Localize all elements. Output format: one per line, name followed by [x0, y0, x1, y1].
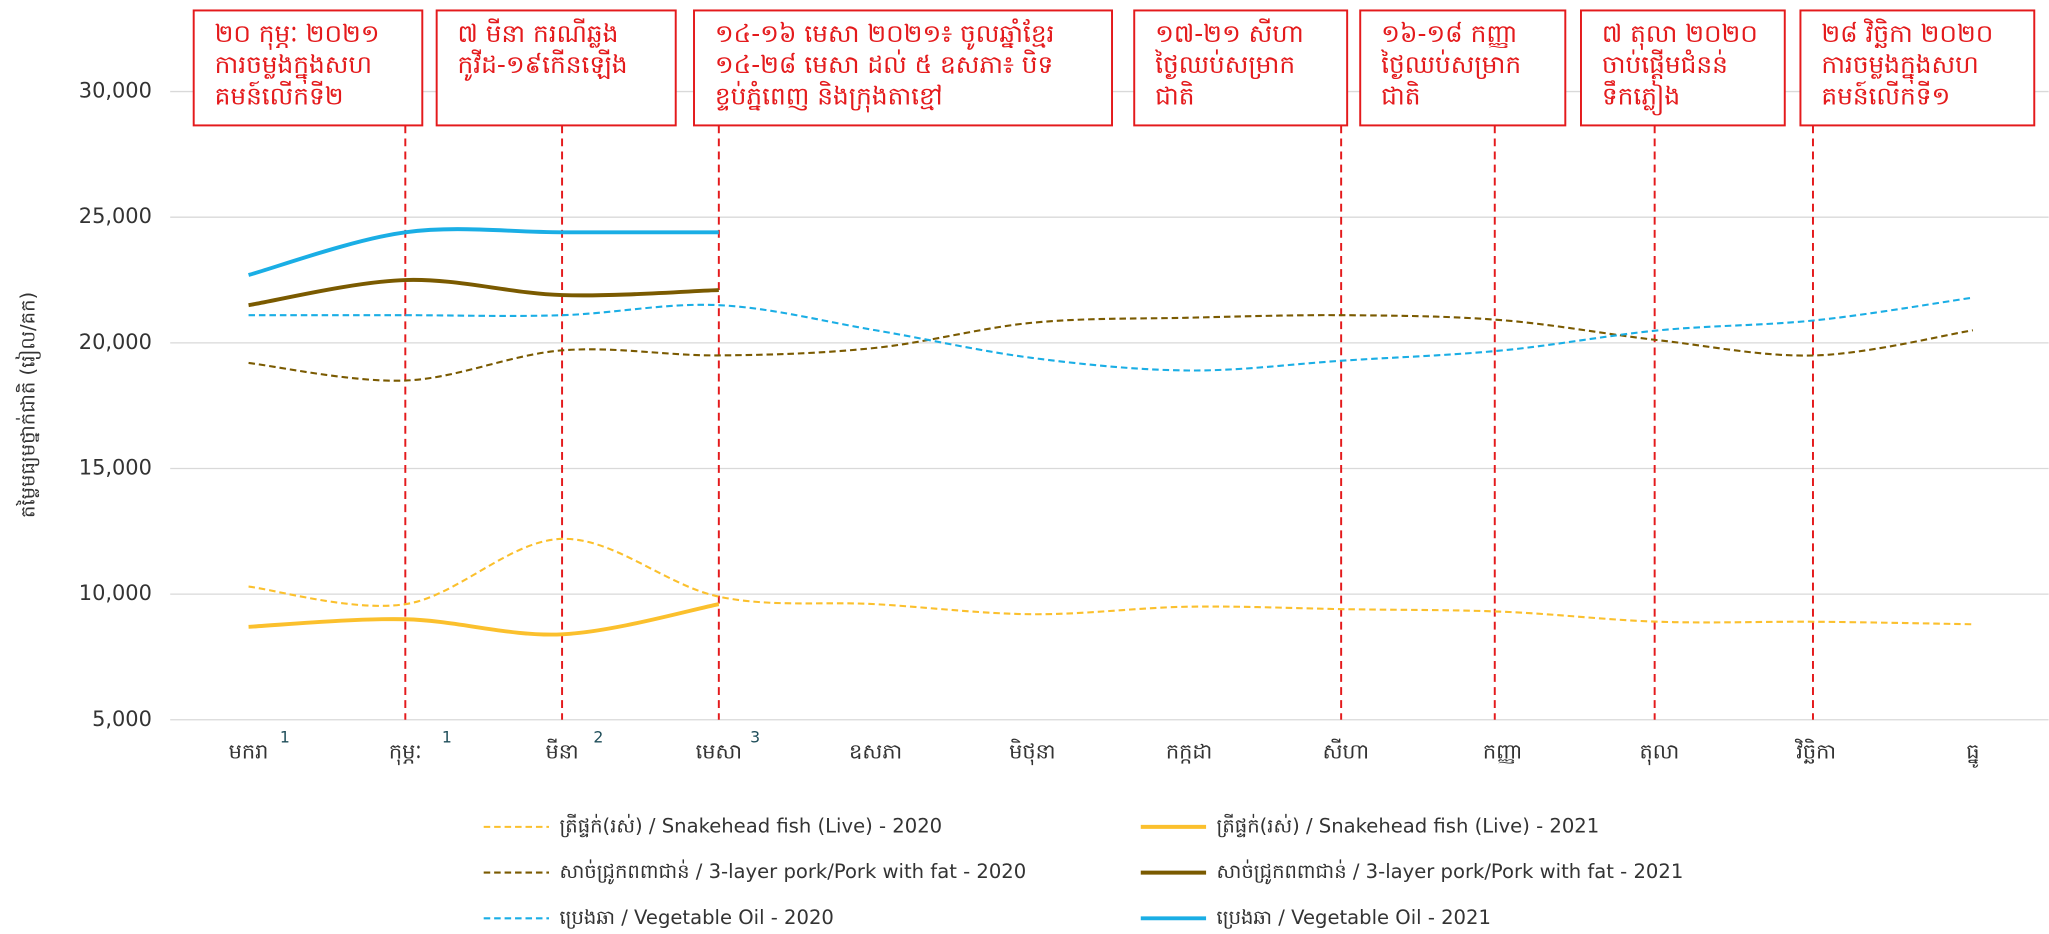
y-tick-label: 20,000 — [79, 330, 152, 354]
annotation-box — [1799, 9, 2036, 127]
x-tick-label: មិថុនា — [1009, 738, 1055, 765]
category-note: 1 — [280, 728, 290, 747]
series-line — [248, 296, 1974, 372]
annotation-text: ២៨ វិច្ឆិកា ២០២០ — [1821, 18, 1993, 49]
x-tick-label: ឧសភា — [849, 739, 902, 763]
category-note: 3 — [750, 728, 760, 747]
annotation-box — [435, 9, 677, 127]
legend-label: សាច់ជ្រូកពពាជាន់ / 3-layer pork/Pork wit… — [1217, 859, 1684, 885]
legend-label: ប្រេងឆា / Vegetable Oil - 2020 — [559, 906, 833, 929]
annotation-text: ២០ កុម្ភៈ ២០២១ — [215, 19, 380, 50]
annotation-box — [693, 9, 1114, 127]
series-line — [248, 314, 1974, 382]
annotation-text: ១៦-១៨ កញ្ញា — [1381, 19, 1517, 49]
annotation-text: ជាតិ — [1155, 81, 1194, 111]
annotation-text: គមន៍លើកទី១ — [1821, 81, 1950, 111]
annotation-text: ការចម្លងក្នុងសហ — [1821, 50, 1978, 84]
annotation-text: ថ្ងៃឈប់សម្រាក — [1154, 49, 1295, 80]
x-tick-label: សីហា — [1323, 738, 1369, 763]
legend-label: ត្រីផ្ទក់(រស់) / Snakehead fish (Live) -… — [1217, 813, 1600, 837]
x-tick-label: កុម្ភៈ — [389, 739, 422, 765]
series-line — [248, 602, 720, 637]
legend-label: ប្រេងឆា / Vegetable Oil - 2021 — [1217, 906, 1491, 929]
annotation-text: ចាប់ផ្តើមជំនន់ — [1602, 49, 1728, 80]
x-tick-label: កក្កដា — [1166, 739, 1212, 764]
annotation-text: គមន៍លើកទី២ — [215, 81, 344, 111]
y-tick-label: 10,000 — [79, 581, 152, 605]
legend-label: សាច់ជ្រូកពពាជាន់ / 3-layer pork/Pork wit… — [559, 859, 1026, 885]
annotation-text: ខ្ទប់ភ្នំពេញ និងក្រុងតាខ្មៅ — [715, 81, 943, 113]
annotation-text: ៧ មីនា ករណីឆ្លង — [458, 18, 619, 48]
annotation-box — [1133, 9, 1349, 127]
annotation-text: ១៤-២៨ មេសា ដល់ ៥ ឧសភា៖ បិទ — [715, 49, 1053, 79]
y-tick-label: 30,000 — [79, 79, 152, 103]
x-tick-label: វិច្ឆិកា — [1795, 738, 1836, 764]
annotation-text: ទឹកភ្លៀង — [1602, 80, 1680, 116]
annotation-box — [1580, 9, 1786, 127]
series-line — [248, 227, 719, 277]
x-tick-label: មករា — [229, 739, 269, 763]
x-tick-label: តុលា — [1639, 739, 1679, 765]
annotation-text: ថ្ងៃឈប់សម្រាក — [1380, 49, 1521, 80]
annotation-text: ជាតិ — [1381, 81, 1420, 111]
annotation-text: ៧ តុលា ២០២០ — [1602, 19, 1758, 50]
annotation-box — [192, 9, 424, 127]
x-tick-label: កញ្ញា — [1483, 739, 1522, 764]
annotation-text: ១៧-២១ សីហា — [1155, 18, 1304, 48]
annotation-text: ការចម្លងក្នុងសហ — [215, 50, 372, 84]
legend-label: ត្រីផ្ទក់(រស់) / Snakehead fish (Live) -… — [559, 813, 942, 837]
y-tick-label: 25,000 — [79, 204, 152, 228]
y-tick-label: 5,000 — [92, 707, 152, 731]
x-tick-label: ធ្នូ — [1966, 739, 1979, 768]
category-note: 2 — [593, 728, 603, 747]
series-line — [248, 277, 719, 308]
annotation-box — [1359, 9, 1567, 127]
annotation-text: កូវីដ-១៩កើនឡើង — [458, 49, 628, 81]
category-note: 1 — [442, 728, 452, 747]
x-tick-label: មេសា — [696, 739, 742, 763]
y-axis-label: តម្លៃមធ្យមថ្នាក់ជាតិ (រៀល/គក) — [15, 292, 42, 518]
annotation-text: ១៤-១៦ មេសា ២០២១៖ ចូលឆ្នាំខ្មែរ — [715, 18, 1055, 50]
y-tick-label: 15,000 — [79, 455, 152, 479]
x-tick-label: មីនា — [545, 738, 578, 763]
series-line — [248, 537, 1973, 626]
